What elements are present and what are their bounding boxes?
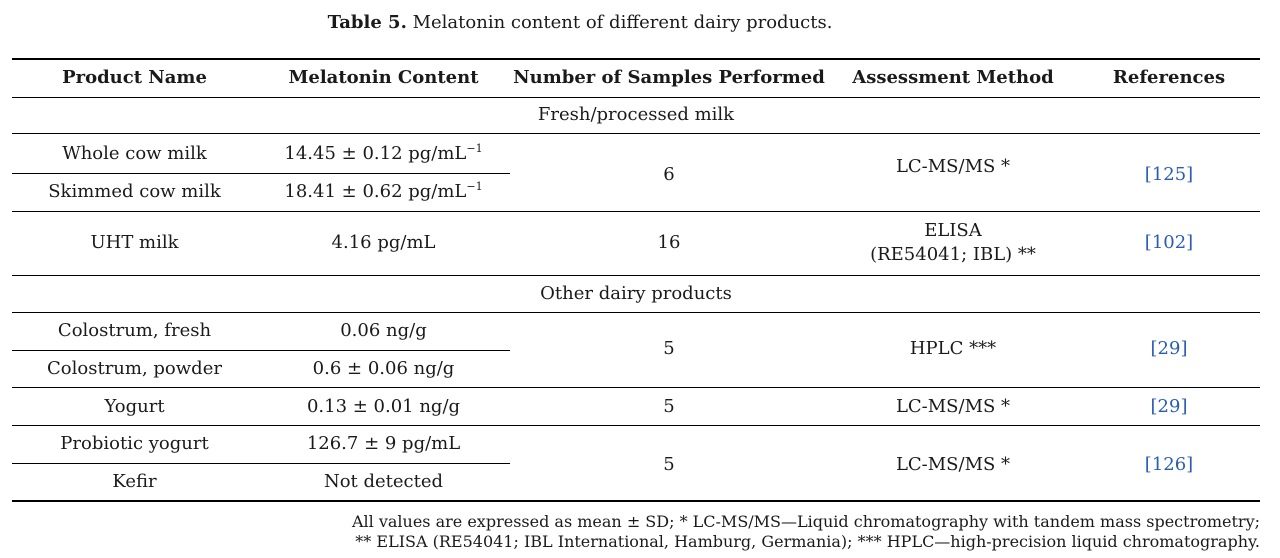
method-uht-line2: (RE54041; IBL) **	[870, 244, 1036, 265]
reference-125[interactable]: [125]	[1144, 164, 1194, 185]
content-probiotic-yogurt: 126.7 ± 9 pg/mL	[306, 433, 461, 454]
product-kefir: Kefir	[112, 471, 157, 492]
method-colostrum: HPLC ***	[909, 338, 997, 359]
content-skimmed-cow-milk: 18.41 ± 0.62 pg/mL−1	[257, 181, 510, 203]
top-rule	[12, 58, 1260, 60]
method-probiotic-kefir: LC-MS/MS *	[895, 454, 1011, 475]
content-colostrum-powder: 0.6 ± 0.06 ng/g	[312, 358, 455, 379]
samples-probiotic-kefir: 5	[663, 454, 675, 475]
samples-colostrum: 5	[663, 338, 675, 359]
content-uht-milk: 4.16 pg/mL	[331, 232, 436, 253]
product-colostrum-fresh: Colostrum, fresh	[57, 320, 212, 341]
reference-102[interactable]: [102]	[1144, 232, 1194, 253]
group-rule-1	[12, 133, 1260, 134]
caption-label: Table 5.	[327, 12, 407, 33]
row-rule-5	[12, 425, 1260, 426]
row-rule-3	[12, 275, 1260, 276]
reference-126[interactable]: [126]	[1144, 454, 1194, 475]
group-title-other-dairy-products: Other dairy products	[540, 283, 732, 304]
content-yogurt: 0.13 ± 0.01 ng/g	[306, 396, 461, 417]
content-whole-cow-milk: 14.45 ± 0.12 pg/mL−1	[257, 143, 510, 165]
content-exponent: −1	[466, 142, 483, 155]
caption-text: Melatonin content of different dairy pro…	[412, 12, 833, 33]
row-rule-partial-2	[12, 350, 510, 351]
header-melatonin-content: Melatonin Content	[288, 67, 479, 88]
group-title-fresh-processed-milk: Fresh/processed milk	[537, 104, 735, 125]
row-rule-partial-1	[12, 173, 510, 174]
product-skimmed-cow-milk: Skimmed cow milk	[48, 181, 221, 202]
row-rule-4	[12, 387, 1260, 388]
samples-cow-milk: 6	[663, 164, 675, 185]
table-caption: Table 5. Melatonin content of different …	[0, 12, 1160, 33]
reference-29-yogurt[interactable]: [29]	[1150, 396, 1188, 417]
row-rule-2	[12, 211, 1260, 212]
product-yogurt: Yogurt	[104, 396, 165, 417]
row-rule-partial-3	[12, 463, 510, 464]
content-colostrum-fresh: 0.06 ng/g	[340, 320, 427, 341]
table-footnote-line2: ** ELISA (RE54041; IBL International, Ha…	[355, 532, 1260, 551]
header-rule	[12, 97, 1260, 98]
method-cow-milk: LC-MS/MS *	[895, 156, 1011, 177]
samples-uht-milk: 16	[657, 232, 681, 253]
content-kefir: Not detected	[323, 471, 444, 492]
header-samples: Number of Samples Performed	[513, 67, 825, 88]
product-colostrum-powder: Colostrum, powder	[47, 358, 222, 379]
content-value: 14.45 ± 0.12 pg/mL	[284, 143, 467, 164]
header-assessment-method: Assessment Method	[852, 67, 1054, 88]
method-uht-line1: ELISA	[924, 220, 982, 241]
product-whole-cow-milk: Whole cow milk	[62, 143, 207, 164]
header-product-name: Product Name	[62, 67, 207, 88]
content-value: 18.41 ± 0.62 pg/mL	[284, 181, 467, 202]
samples-yogurt: 5	[663, 396, 675, 417]
method-yogurt: LC-MS/MS *	[895, 396, 1011, 417]
reference-29-colostrum[interactable]: [29]	[1150, 338, 1188, 359]
group-rule-2	[12, 312, 1260, 313]
table-footnote-line1: All values are expressed as mean ± SD; *…	[351, 512, 1260, 531]
content-exponent: −1	[466, 180, 483, 193]
product-uht-milk: UHT milk	[90, 232, 179, 253]
header-references: References	[1112, 67, 1226, 88]
bottom-rule	[12, 500, 1260, 502]
product-probiotic-yogurt: Probiotic yogurt	[60, 433, 209, 454]
